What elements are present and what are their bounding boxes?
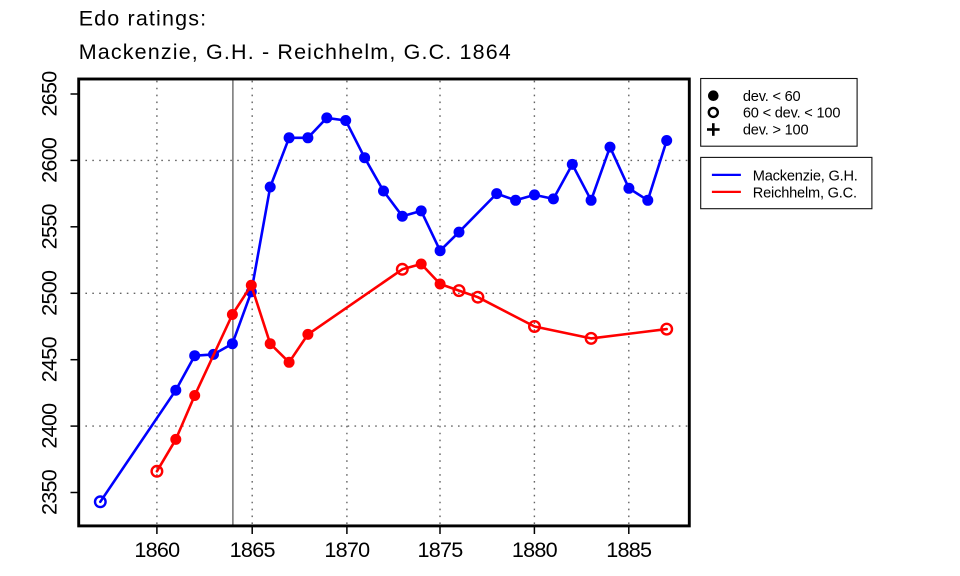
- svg-text:Reichhelm, G.C.: Reichhelm, G.C.: [753, 186, 857, 202]
- svg-text:Edo ratings:: Edo ratings:: [79, 7, 208, 31]
- svg-text:1865: 1865: [230, 537, 276, 562]
- svg-text:Mackenzie, G.H. - Reichhelm, G: Mackenzie, G.H. - Reichhelm, G.C. 1864: [79, 40, 512, 64]
- svg-text:2550: 2550: [37, 204, 62, 250]
- svg-text:2350: 2350: [37, 469, 62, 515]
- svg-text:2600: 2600: [37, 137, 62, 183]
- svg-text:dev. < 60: dev. < 60: [743, 89, 801, 105]
- svg-text:1875: 1875: [417, 537, 463, 562]
- svg-text:2400: 2400: [37, 403, 62, 449]
- svg-text:Mackenzie, G.H.: Mackenzie, G.H.: [753, 168, 858, 184]
- svg-text:1860: 1860: [134, 537, 180, 562]
- svg-text:60 < dev. < 100: 60 < dev. < 100: [743, 106, 840, 122]
- svg-text:2450: 2450: [37, 336, 62, 382]
- svg-text:2650: 2650: [37, 71, 62, 117]
- svg-text:1880: 1880: [512, 537, 558, 562]
- svg-text:2500: 2500: [37, 270, 62, 316]
- svg-text:1885: 1885: [606, 537, 652, 562]
- svg-text:dev. > 100: dev. > 100: [743, 122, 809, 138]
- svg-text:1870: 1870: [324, 537, 370, 562]
